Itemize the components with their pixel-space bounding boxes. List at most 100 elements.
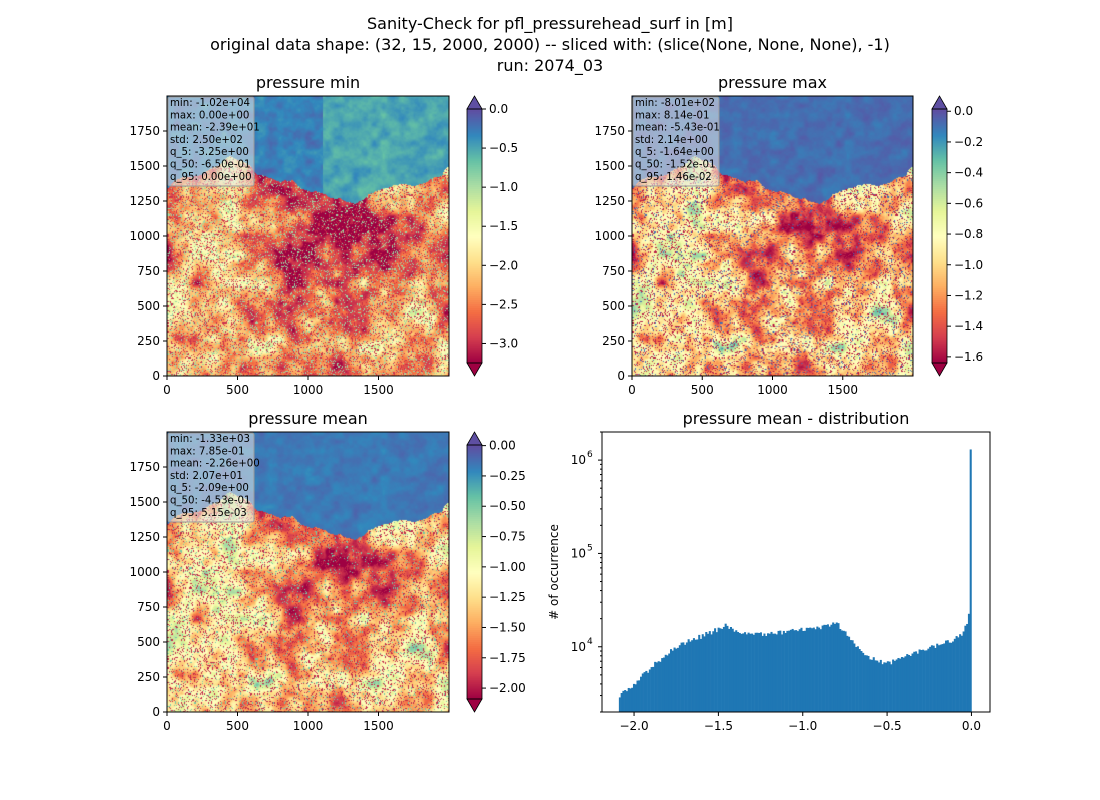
histogram-bar [740, 633, 743, 712]
histogram-bar [751, 633, 754, 712]
colorbar-segment [467, 186, 482, 189]
colorbar-segment [932, 285, 947, 289]
histogram-bar [918, 649, 921, 712]
histogram-panel: pressure mean - distribution −2.0 −1.5 −1.0… [547, 409, 991, 733]
histogram-bar [835, 622, 838, 712]
x-tick-label: 0 [163, 383, 171, 397]
colorbar-segment [467, 498, 482, 502]
colorbar-segment [467, 307, 482, 311]
colorbar-segment [932, 237, 947, 241]
colorbar-segment [467, 508, 482, 512]
colorbar-segment [467, 109, 482, 112]
histogram-bar [707, 633, 710, 712]
histogram-bar [848, 636, 851, 712]
histogram-bar [715, 632, 718, 712]
colorbar-tick-label: −1.4 [954, 319, 983, 333]
histogram-ylabel: # of occurrence [547, 524, 561, 620]
x-tick-label: 0 [628, 383, 636, 397]
histogram-bar [728, 628, 731, 712]
colorbar-segment [467, 607, 482, 611]
y-tick-label: 750 [137, 264, 160, 278]
colorbar-segment [932, 337, 947, 340]
colorbar-tick-label: −1.2 [954, 288, 983, 302]
x-tick-label: 1500 [363, 719, 394, 733]
colorbar-segment [467, 460, 482, 464]
colorbar-segment [932, 188, 947, 191]
colorbar-segment [932, 156, 947, 160]
colorbar-segment [467, 234, 482, 237]
colorbar-extend-min [931, 362, 948, 377]
colorbar-segment [932, 259, 947, 263]
histogram-bar [934, 647, 937, 712]
colorbar-segment [467, 110, 482, 114]
colorbar-segment [467, 116, 482, 120]
colorbar-segment [932, 124, 947, 128]
histogram-bar [878, 662, 881, 712]
colorbar-segment [467, 522, 482, 525]
histogram-bar [692, 638, 695, 712]
colorbar-segment [467, 295, 482, 299]
colorbar-segment [467, 140, 482, 144]
histogram-bar [945, 640, 948, 712]
y-tick-label: 10 5 [571, 543, 593, 560]
histogram-bar [937, 645, 941, 712]
colorbar-segment [932, 307, 947, 311]
histogram-bar [844, 631, 847, 712]
colorbar-segment [932, 128, 947, 132]
colorbar-segment [467, 241, 482, 245]
stats-box-bg [632, 96, 720, 187]
colorbar-segment [467, 486, 482, 490]
histogram-bar [677, 647, 680, 712]
histogram-bar [832, 622, 835, 712]
colorbar-segment [467, 609, 482, 613]
colorbar-segment [467, 691, 482, 694]
colorbar-segment [932, 271, 947, 275]
colorbar-segment [932, 218, 947, 221]
histogram-bar [678, 645, 681, 712]
colorbar-segment [467, 243, 482, 247]
colorbar-segment [932, 232, 947, 235]
colorbar-segment [467, 476, 482, 480]
histogram-bar [851, 640, 854, 712]
colorbar-segment [467, 325, 482, 328]
histogram-bar [645, 670, 648, 712]
colorbar-segment [467, 603, 482, 607]
histogram-bar [618, 697, 621, 712]
colorbar-segment [932, 110, 947, 114]
colorbar-segment [467, 536, 482, 539]
colorbar-segment [467, 214, 482, 217]
colorbar-segment [932, 168, 947, 172]
y-tick-label: 1750 [129, 124, 160, 138]
colorbar-segment [467, 269, 482, 273]
histogram-bar [793, 630, 796, 712]
colorbar-tick-label: −0.2 [954, 135, 983, 149]
histogram-bar [703, 636, 706, 712]
heatmap-panel-mean: pressure mean 0 500 1000 1500 0 250 500 750 1000 1… [129, 409, 525, 733]
colorbar-segment [467, 277, 482, 281]
colorbar-segment [932, 279, 947, 283]
colorbar-segment [467, 317, 482, 320]
colorbar-segment [467, 257, 482, 261]
y-tick-label: 1500 [129, 159, 160, 173]
histogram-bar [855, 647, 858, 712]
x-tick-label: 0.0 [962, 719, 981, 733]
colorbar-segment [467, 663, 482, 666]
colorbar-segment [467, 122, 482, 126]
histogram-bar [818, 627, 821, 712]
colorbar-segment [467, 445, 482, 448]
colorbar-segment [467, 591, 482, 595]
colorbar-segment [467, 496, 482, 500]
histogram-bar [655, 662, 658, 712]
colorbar-segment [932, 200, 947, 203]
colorbar-segment [467, 564, 482, 567]
x-tick-label: 500 [226, 383, 249, 397]
colorbar-segment [467, 635, 482, 639]
colorbar-segment [467, 164, 482, 168]
colorbar-segment [467, 492, 482, 496]
colorbar-tick-label: −0.75 [489, 530, 526, 544]
y-tick-label: 1000 [129, 229, 160, 243]
colorbar-segment [932, 228, 947, 231]
colorbar-segment [467, 178, 482, 182]
histogram-bar [890, 664, 893, 712]
colorbar-segment [467, 152, 482, 156]
